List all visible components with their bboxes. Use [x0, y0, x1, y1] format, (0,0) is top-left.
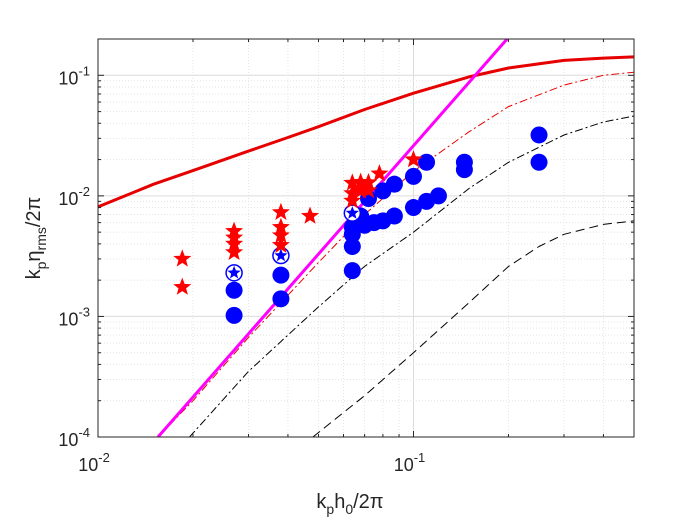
x-tick-label: 10-1	[394, 450, 426, 475]
data-point-star	[173, 249, 192, 267]
ticks: 10-2 10-1 10-4 10-3 10-2 10-1	[58, 38, 635, 475]
data-point-star	[271, 202, 290, 220]
data-point-circle	[530, 126, 548, 144]
data-point-star	[271, 235, 290, 253]
curve-solid	[98, 55, 634, 209]
data-point-star-inner	[345, 206, 359, 219]
y-tick-label: 10-2	[58, 184, 90, 209]
y-tick-label: 10-3	[58, 304, 90, 329]
plot-frame	[97, 38, 635, 438]
y-axis-label: kpηrms/2π	[23, 197, 49, 280]
data-point-star	[343, 191, 362, 209]
curve-dashed	[312, 220, 634, 437]
data-point-circle	[385, 207, 403, 225]
curve-dashdot	[189, 115, 634, 437]
data-point-circle	[225, 281, 243, 299]
data-point-circle	[530, 153, 548, 171]
x-axis-label: kph0/2π	[316, 491, 383, 517]
data-point-circle	[404, 167, 422, 185]
curve-solid	[156, 39, 509, 437]
data-point-star	[359, 180, 378, 199]
y-tick-label: 10-4	[58, 425, 90, 450]
data-point-star-inner	[274, 248, 288, 262]
data-point-circle	[385, 175, 403, 193]
data-point-circle	[343, 262, 361, 280]
data-point-circle	[418, 153, 436, 171]
y-tick-label: 10-1	[58, 63, 90, 88]
data-point-circle	[343, 238, 361, 256]
data-point-star	[370, 164, 389, 182]
data-point-circle	[272, 266, 290, 284]
data-point-star	[225, 242, 244, 260]
data-point-star	[271, 225, 290, 244]
data-point-star	[351, 181, 370, 199]
data-point-star	[173, 277, 192, 295]
data-point-circle	[455, 161, 473, 179]
data-point-circle	[404, 199, 422, 217]
data-point-circle	[225, 306, 243, 324]
x-tick-label: 10-2	[78, 450, 110, 475]
data-point-star	[404, 150, 423, 168]
plot-area	[98, 39, 634, 437]
data-point-circle	[429, 187, 447, 205]
data-point-star	[301, 206, 320, 224]
data-point-star-inner	[227, 265, 241, 279]
data-point-star	[351, 172, 370, 190]
data-point-star	[343, 173, 362, 191]
data-point-circle	[272, 290, 290, 308]
data-point-circle	[343, 225, 361, 243]
markers	[173, 126, 548, 324]
